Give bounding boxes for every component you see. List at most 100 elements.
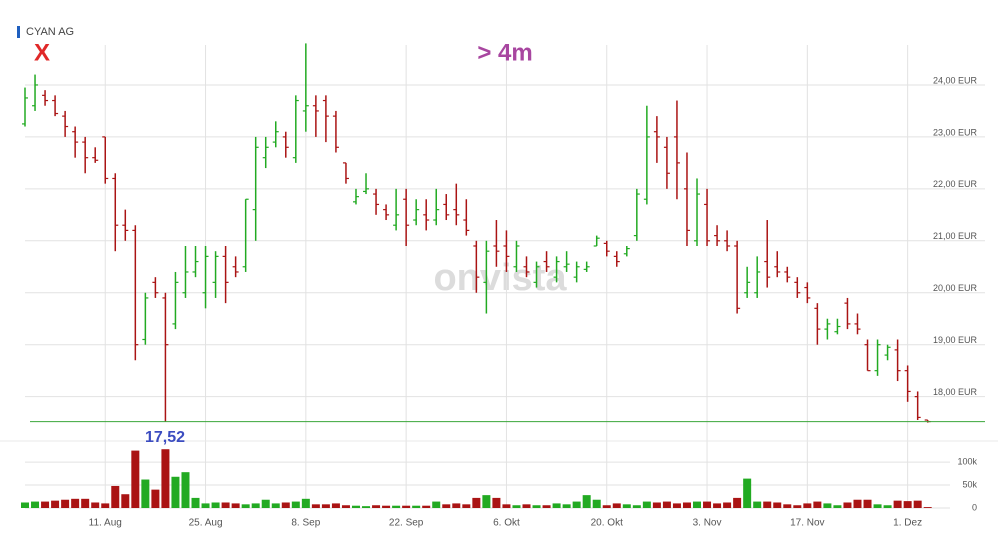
volume-bar — [21, 502, 29, 508]
volume-bar — [853, 499, 862, 508]
volume-bar — [191, 497, 200, 508]
title-marker — [17, 26, 20, 38]
volume-bar — [652, 502, 661, 508]
volume-bar — [81, 498, 90, 508]
volume-bar — [291, 501, 300, 508]
volume-bar — [542, 505, 551, 508]
volume-bar — [883, 505, 892, 508]
volume-bar — [903, 501, 912, 508]
y-tick-label: 19,00 EUR — [933, 335, 978, 345]
volume-bar — [703, 501, 712, 508]
y-tick-label: 22,00 EUR — [933, 179, 978, 189]
volume-bar — [773, 502, 782, 508]
volume-bar — [532, 505, 541, 508]
volume-bar — [432, 501, 441, 508]
y-tick-label: 20,00 EUR — [933, 283, 978, 293]
volume-bar — [331, 503, 340, 508]
volume-bar — [612, 503, 621, 508]
y-tick-label: 18,00 EUR — [933, 387, 978, 397]
volume-bar — [622, 504, 631, 508]
x-tick-label: 11. Aug — [89, 518, 122, 529]
volume-bar — [341, 505, 350, 508]
volume-bar — [271, 503, 280, 508]
volume-bar — [462, 504, 471, 508]
watermark: onvista — [433, 257, 567, 299]
x-tick-label: 3. Nov — [693, 518, 722, 529]
volume-bar — [923, 507, 932, 508]
volume-tick-label: 50k — [962, 479, 977, 489]
y-tick-label: 23,00 EUR — [933, 127, 978, 137]
volume-bar — [31, 501, 40, 508]
chart-title: CYAN AG — [26, 26, 74, 38]
volume-bar — [61, 499, 70, 508]
y-tick-label: 21,00 EUR — [933, 231, 978, 241]
volume-bar — [693, 501, 702, 508]
volume-bar — [913, 500, 922, 508]
volume-bar — [472, 497, 481, 508]
volume-bar — [442, 504, 451, 508]
volume-bar — [392, 505, 401, 508]
volume-bar — [402, 505, 411, 508]
volume-bar — [181, 472, 190, 508]
volume-bar — [161, 449, 170, 508]
volume-tick-label: 100k — [957, 456, 977, 466]
x-tick-label: 22. Sep — [389, 518, 424, 529]
volume-bar — [221, 502, 230, 508]
volume-bar — [562, 504, 571, 508]
volume-bar — [602, 505, 611, 508]
volume-bar — [241, 504, 250, 508]
volume-bar — [101, 503, 110, 508]
x-tick-label: 25. Aug — [189, 518, 223, 529]
volume-bar — [512, 505, 521, 508]
volume-bar — [131, 450, 140, 508]
volume-bar — [502, 504, 511, 508]
volume-bar — [793, 505, 802, 508]
volume-bar — [412, 505, 421, 508]
x-tick-label: 1. Dez — [893, 518, 922, 529]
volume-bar — [763, 501, 772, 508]
volume-bar — [41, 501, 50, 508]
volume-bar — [362, 506, 371, 508]
volume-bar — [522, 504, 531, 508]
volume-bar — [311, 504, 320, 508]
volume-bar — [382, 505, 391, 508]
volume-bar — [632, 505, 641, 508]
volume-bar — [121, 494, 130, 508]
volume-bar — [833, 505, 842, 508]
volume-bar — [251, 503, 260, 508]
volume-bar — [51, 500, 60, 508]
volume-bar — [141, 479, 150, 508]
volume-bar — [482, 495, 491, 508]
volume-bar — [723, 502, 732, 508]
volume-bar — [231, 503, 240, 508]
volume-bar — [91, 502, 100, 508]
volume-bar — [783, 504, 792, 508]
volume-bar — [733, 497, 742, 508]
volume-bar — [151, 489, 160, 508]
volume-bar — [893, 500, 902, 508]
volume-bar — [492, 497, 501, 508]
volume-bar — [672, 503, 681, 508]
volume-bar — [863, 499, 872, 508]
volume-bar — [803, 503, 812, 508]
volume-bar — [662, 501, 671, 508]
volume-bar — [682, 502, 691, 508]
y-tick-label: 24,00 EUR — [933, 75, 978, 85]
volume-bar — [823, 503, 832, 508]
volume-bar — [552, 503, 561, 508]
volume-bar — [261, 499, 270, 508]
x-tick-label: 17. Nov — [790, 518, 824, 529]
volume-bar — [422, 505, 431, 508]
volume-bar — [321, 504, 330, 508]
volume-tick-label: 0 — [972, 502, 977, 512]
volume-bar — [171, 476, 180, 508]
volume-bar — [572, 501, 581, 508]
volume-bar — [351, 505, 360, 508]
volume-bar — [813, 501, 822, 508]
volume-bar — [873, 504, 882, 508]
x-tick-label: 6. Okt — [493, 518, 520, 529]
volume-bar — [452, 503, 461, 508]
volume-bar — [372, 505, 381, 508]
annotation-label: 17,52 — [145, 429, 185, 446]
